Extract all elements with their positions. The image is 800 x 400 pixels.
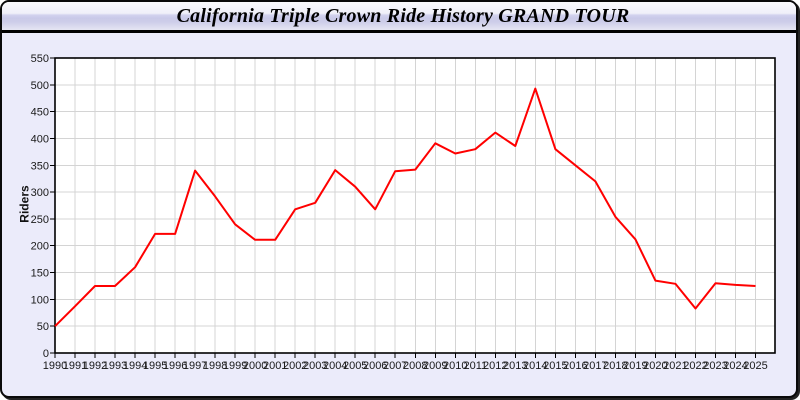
svg-text:2025: 2025	[743, 360, 767, 372]
svg-text:2009: 2009	[423, 360, 447, 372]
svg-text:1994: 1994	[123, 360, 147, 372]
svg-text:1993: 1993	[103, 360, 127, 372]
svg-text:1992: 1992	[83, 360, 107, 372]
svg-text:2022: 2022	[683, 360, 707, 372]
svg-text:2005: 2005	[343, 360, 367, 372]
svg-text:200: 200	[31, 241, 49, 253]
svg-text:2017: 2017	[583, 360, 607, 372]
svg-text:2021: 2021	[663, 360, 687, 372]
svg-text:2016: 2016	[563, 360, 587, 372]
svg-text:2010: 2010	[443, 360, 467, 372]
svg-text:400: 400	[31, 134, 49, 146]
svg-text:2001: 2001	[263, 360, 287, 372]
svg-text:2007: 2007	[383, 360, 407, 372]
svg-text:2008: 2008	[403, 360, 427, 372]
svg-text:2006: 2006	[363, 360, 387, 372]
svg-text:2020: 2020	[643, 360, 667, 372]
svg-text:2004: 2004	[323, 360, 347, 372]
svg-text:1998: 1998	[203, 360, 227, 372]
svg-text:1999: 1999	[223, 360, 247, 372]
svg-text:2000: 2000	[243, 360, 267, 372]
svg-text:1997: 1997	[183, 360, 207, 372]
svg-text:1996: 1996	[163, 360, 187, 372]
svg-text:0: 0	[43, 348, 49, 360]
svg-text:2015: 2015	[543, 360, 567, 372]
svg-text:2024: 2024	[723, 360, 747, 372]
svg-text:150: 150	[31, 268, 49, 280]
svg-text:2011: 2011	[463, 360, 487, 372]
svg-text:300: 300	[31, 187, 49, 199]
svg-text:Riders: Riders	[18, 185, 32, 223]
svg-text:2018: 2018	[603, 360, 627, 372]
svg-text:2003: 2003	[303, 360, 327, 372]
svg-text:2013: 2013	[503, 360, 527, 372]
svg-text:450: 450	[31, 107, 49, 119]
svg-text:50: 50	[37, 321, 49, 333]
svg-text:2002: 2002	[283, 360, 307, 372]
svg-text:1995: 1995	[143, 360, 167, 372]
svg-text:1991: 1991	[63, 360, 87, 372]
svg-text:250: 250	[31, 214, 49, 226]
svg-text:2014: 2014	[523, 360, 547, 372]
svg-text:350: 350	[31, 160, 49, 172]
svg-text:100: 100	[31, 294, 49, 306]
svg-text:2012: 2012	[483, 360, 507, 372]
svg-text:2019: 2019	[623, 360, 647, 372]
svg-text:500: 500	[31, 80, 49, 92]
svg-text:2023: 2023	[703, 360, 727, 372]
svg-text:550: 550	[31, 53, 49, 65]
svg-text:1990: 1990	[43, 360, 67, 372]
